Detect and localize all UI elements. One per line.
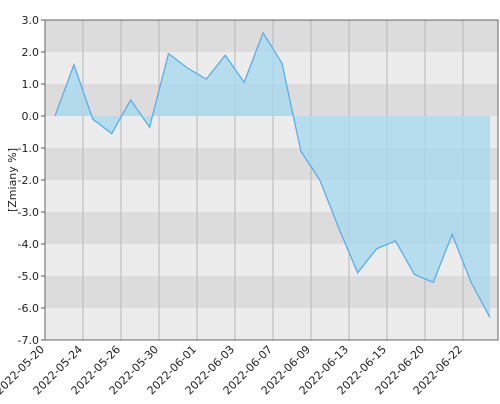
- y-tick-label: -4.0: [18, 238, 39, 251]
- y-tick-label: -2.0: [18, 174, 39, 187]
- grid-band: [45, 308, 498, 340]
- y-tick-label: 2.0: [22, 46, 40, 59]
- y-tick-label: 3.0: [22, 14, 40, 27]
- y-tick-label: -5.0: [18, 270, 39, 283]
- y-tick-label: 0.0: [22, 110, 40, 123]
- y-tick-label: -3.0: [18, 206, 39, 219]
- y-tick-label: -6.0: [18, 302, 39, 315]
- y-tick-label: -1.0: [18, 142, 39, 155]
- line: [54, 31, 491, 318]
- plot-border: [44, 19, 499, 341]
- y-tick-label: -7.0: [18, 334, 39, 347]
- y-tick-label: 1.0: [22, 78, 40, 91]
- y-axis-label: [Zmiany %]: [6, 148, 19, 212]
